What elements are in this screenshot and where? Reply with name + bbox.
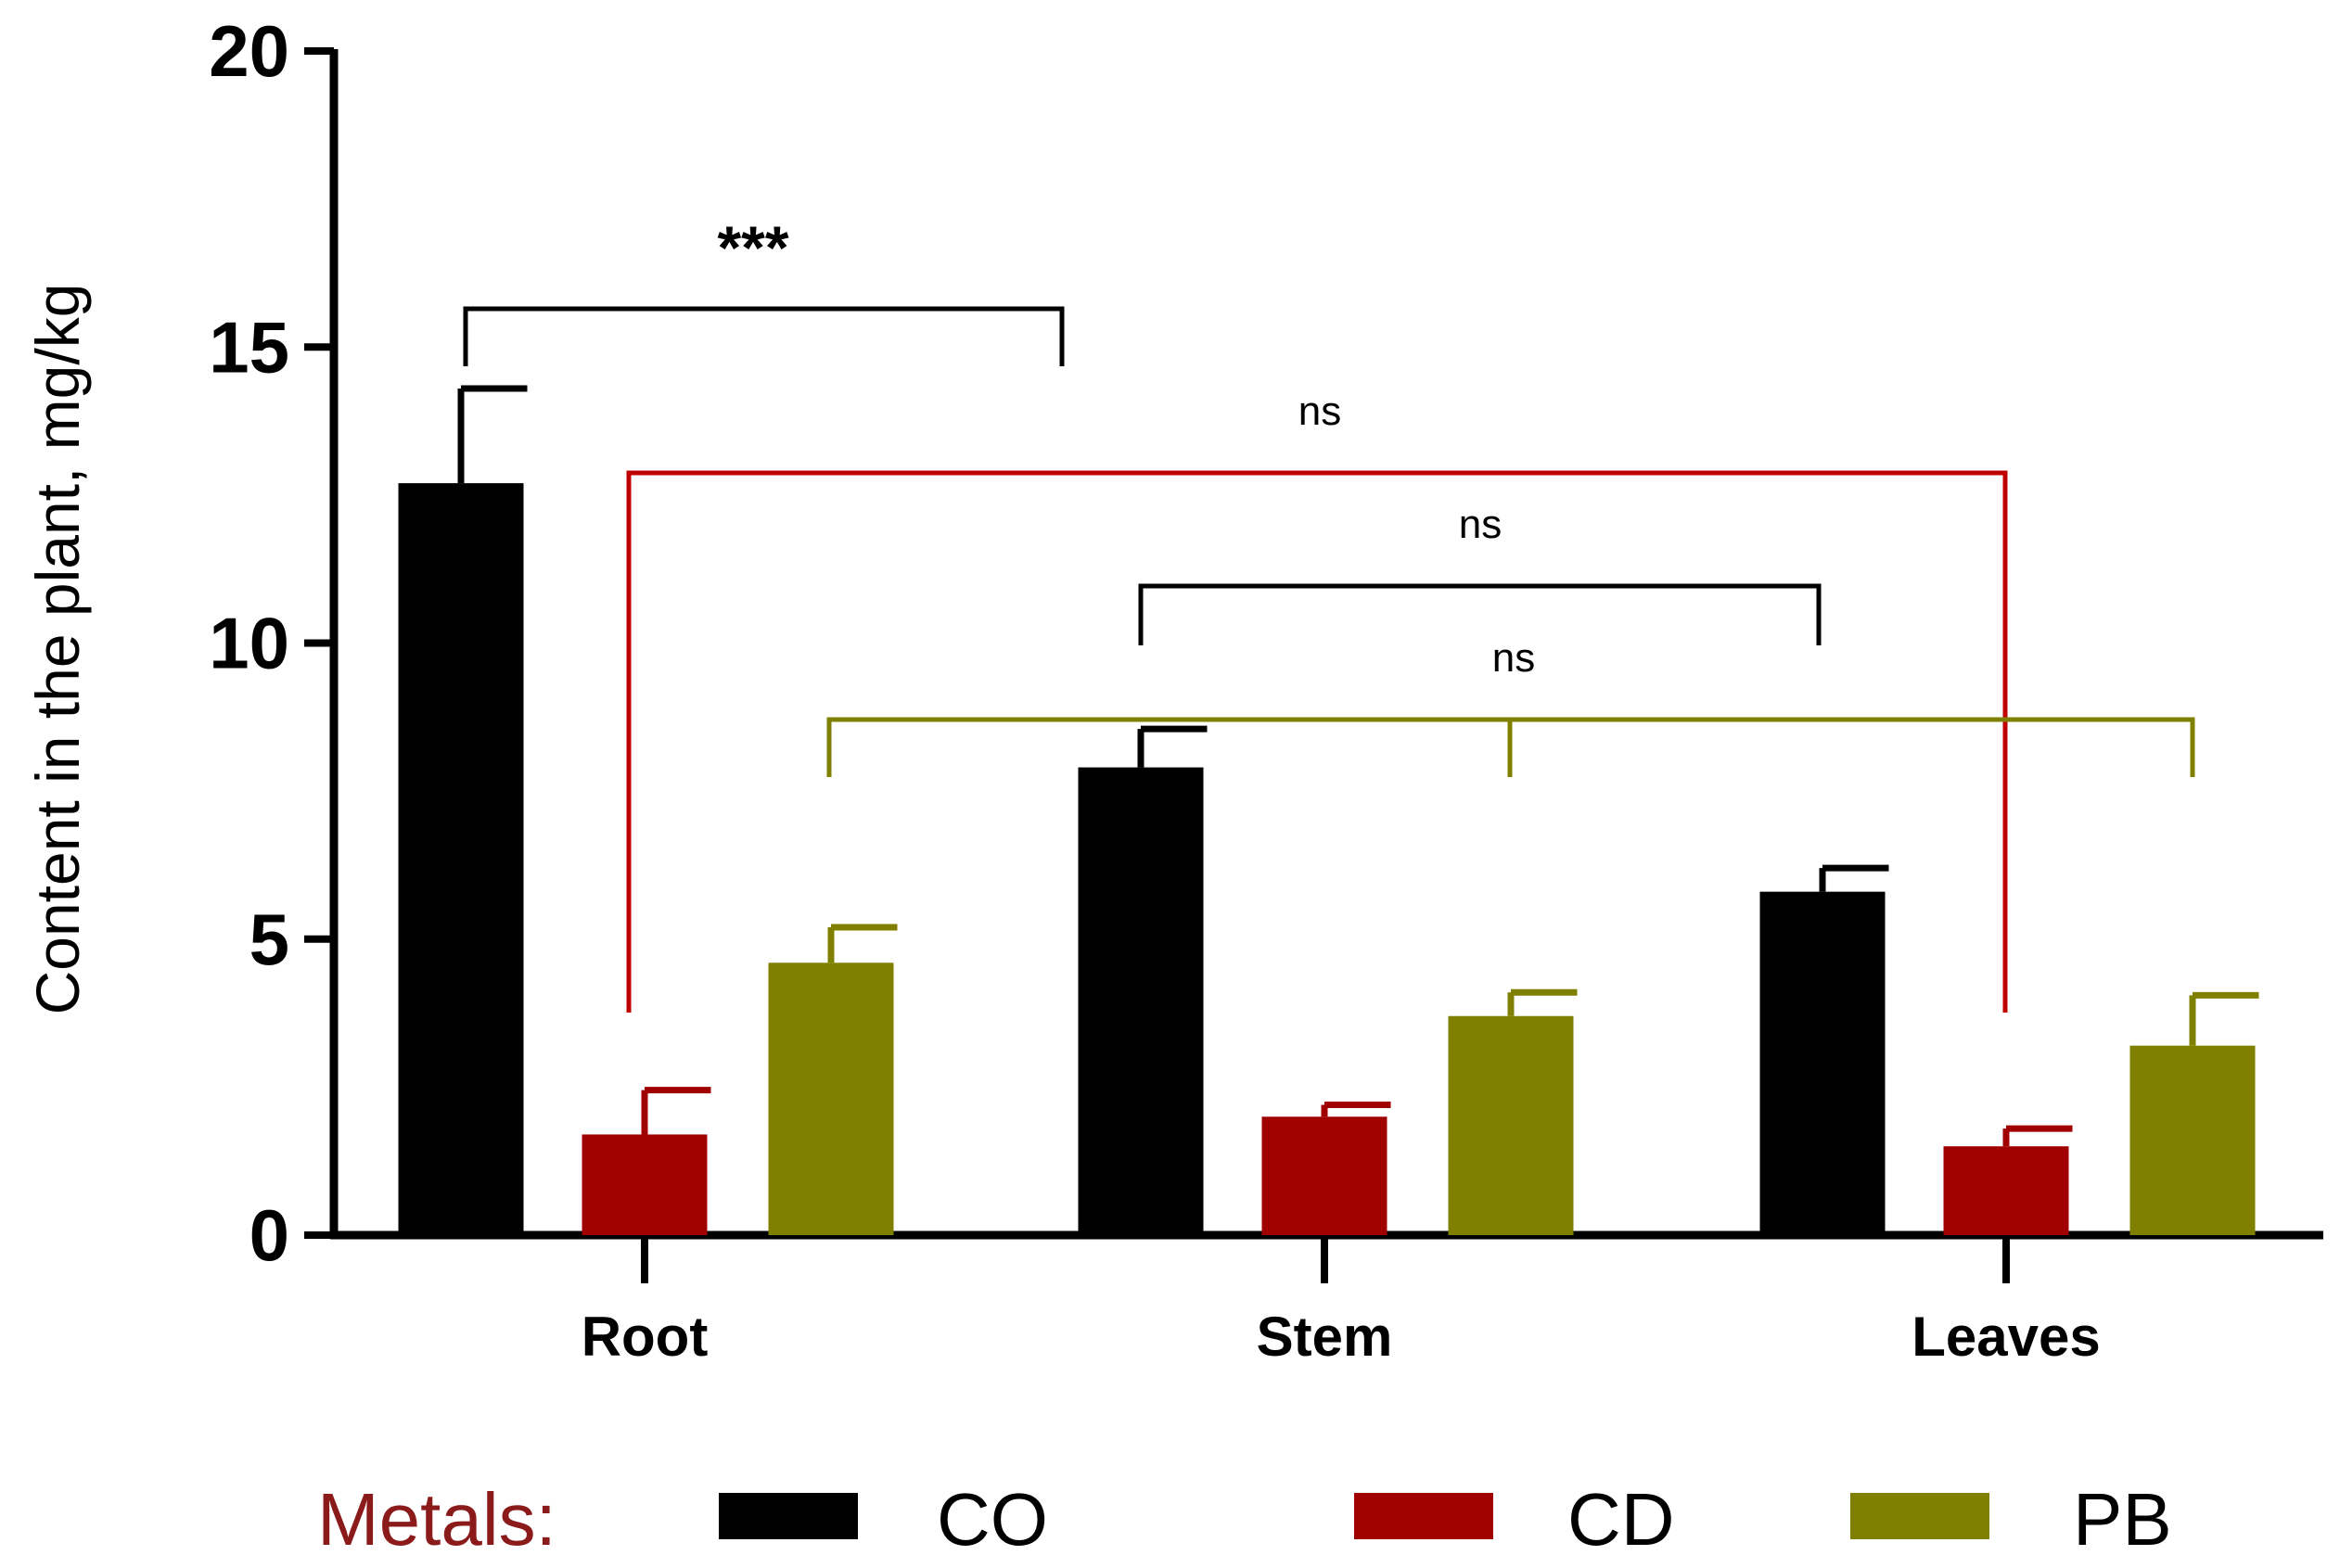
bar-pb-stem (1448, 1015, 1574, 1235)
bar-cd-root (582, 1134, 708, 1235)
legend-label-cd: CD (1567, 1478, 1675, 1561)
significance-label-4: ns (1492, 635, 1535, 681)
bar-cd-leaves (1943, 1146, 2069, 1235)
significance-label-3: ns (1459, 502, 1502, 547)
legend-swatch-cd (1354, 1493, 1493, 1539)
legend-swatch-co (719, 1493, 858, 1539)
y-axis-label: Content in the plant, mg/kg (23, 284, 92, 1015)
y-tick-label-5: 5 (249, 899, 289, 980)
y-tick-label-20: 20 (209, 10, 289, 92)
significance-bracket-1 (463, 306, 1065, 366)
x-tick-label-stem: Stem (1257, 1306, 1393, 1368)
bar-co-leaves (1759, 891, 1886, 1235)
x-tick-label-root: Root (582, 1306, 709, 1368)
x-tick-label-leaves: Leaves (1912, 1306, 2101, 1368)
legend-title: Metals: (317, 1478, 556, 1561)
bar-co-stem (1078, 767, 1204, 1235)
significance-label-1: *** (717, 213, 788, 282)
legend-swatch-pb (1850, 1493, 1989, 1539)
y-tick-label-15: 15 (209, 306, 289, 388)
legend-label-co: CO (937, 1478, 1048, 1561)
bar-co-root (398, 483, 524, 1235)
bar-pb-leaves (2129, 1045, 2256, 1235)
significance-bracket-2 (626, 470, 2008, 1013)
bar-pb-root (768, 962, 894, 1235)
significance-label-2: ns (1298, 389, 1341, 434)
y-tick-label-10: 10 (209, 603, 289, 684)
legend-label-pb: PB (2073, 1478, 2172, 1561)
y-tick-label-0: 0 (249, 1194, 289, 1276)
bar-cd-stem (1261, 1116, 1387, 1235)
significance-bracket-3 (1138, 583, 1822, 645)
